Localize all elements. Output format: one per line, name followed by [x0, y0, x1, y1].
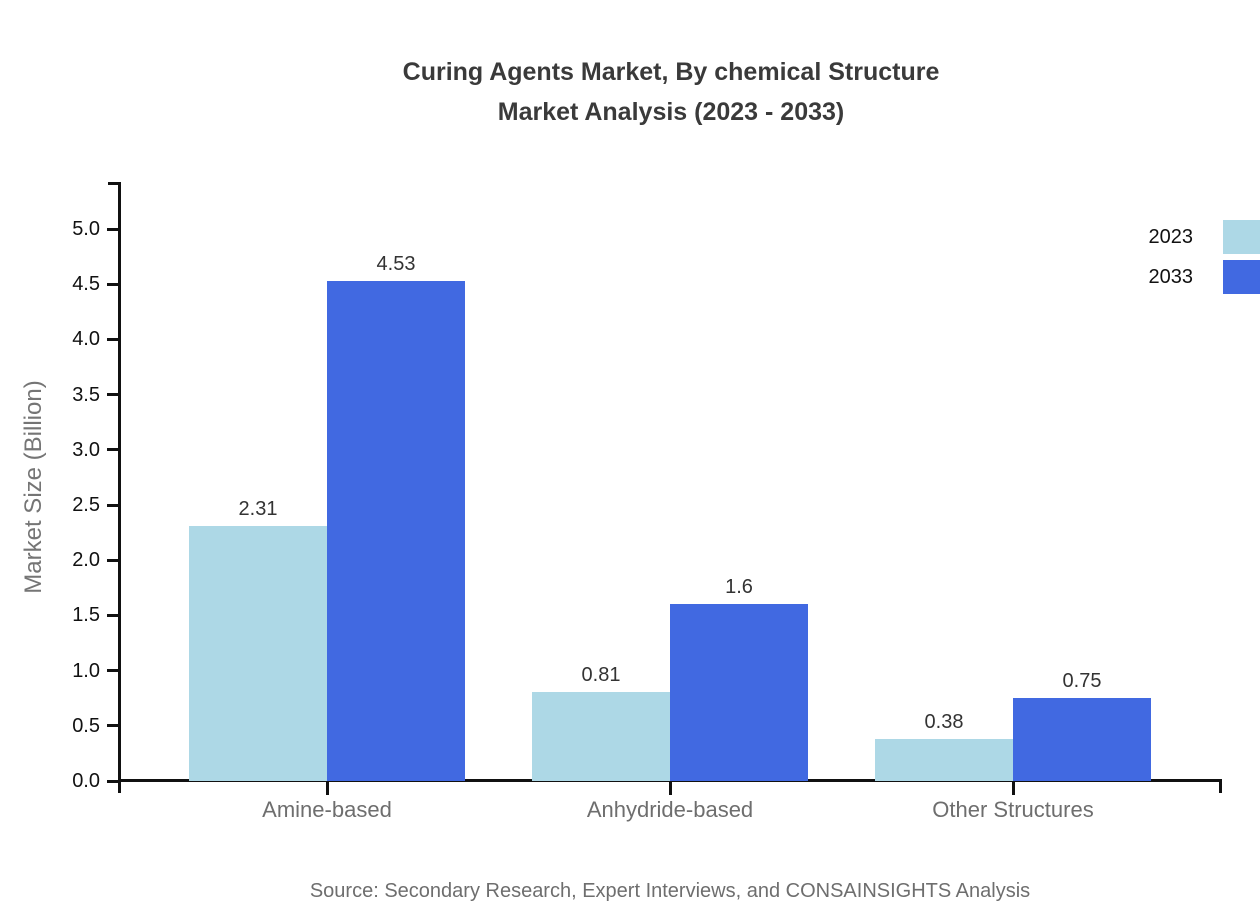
- bar-2023-amine-based: [189, 525, 327, 781]
- y-tick-label: 4.0: [72, 328, 100, 351]
- legend-label-2033: 2033: [1148, 265, 1194, 288]
- y-tick-mark: [107, 282, 118, 286]
- y-tick-mark: [107, 779, 118, 783]
- y-axis-spine: [118, 182, 121, 793]
- bar-value-label: 2.31: [238, 497, 278, 520]
- bar-value-label: 4.53: [376, 252, 416, 275]
- chart-title: Curing Agents Market, By chemical Struct…: [91, 52, 1251, 132]
- y-tick-mark: [107, 337, 118, 341]
- bar-value-label: 1.6: [725, 576, 753, 599]
- y-tick-mark: [107, 613, 118, 617]
- legend-item-2033: 2033: [1149, 260, 1260, 294]
- bar-2033-anhydride-based: [670, 604, 808, 781]
- legend-swatch-2023: [1223, 220, 1260, 254]
- y-tick-mark: [107, 724, 118, 728]
- y-tick-mark: [107, 503, 118, 507]
- bar-2033-other-structures: [1013, 698, 1151, 781]
- y-tick-mark: [107, 227, 118, 231]
- y-tick-mark: [107, 669, 118, 673]
- x-category-label: Amine-based: [262, 797, 392, 822]
- y-tick-label: 1.0: [72, 659, 100, 682]
- bar-2023-other-structures: [875, 739, 1013, 781]
- x-category-label: Other Structures: [932, 797, 1094, 822]
- legend-item-2023: 2023: [1149, 220, 1260, 254]
- legend-label-2023: 2023: [1148, 225, 1194, 248]
- bar-2033-amine-based: [327, 280, 465, 781]
- x-category-label: Anhydride-based: [586, 797, 754, 822]
- y-tick-label: 2.0: [72, 549, 100, 572]
- bar-value-label: 0.81: [581, 663, 621, 686]
- legend-swatch-2033: [1223, 260, 1260, 294]
- bar-value-label: 0.38: [924, 711, 964, 734]
- bar-2023-anhydride-based: [532, 691, 670, 781]
- y-axis-top-cap: [108, 182, 121, 185]
- y-tick-mark: [107, 393, 118, 397]
- x-tick-mark: [668, 782, 672, 795]
- y-tick-label: 3.0: [72, 438, 100, 461]
- y-axis-label: Market Size (Billion): [20, 380, 47, 594]
- y-tick-label: 2.5: [72, 494, 100, 516]
- chart-title-line1: Curing Agents Market, By chemical Struct…: [402, 58, 940, 86]
- y-tick-mark: [107, 558, 118, 562]
- chart-title-line2: Market Analysis (2023 - 2033): [497, 98, 845, 126]
- y-tick-label: 5.0: [72, 218, 100, 240]
- y-tick-mark: [107, 448, 118, 452]
- y-tick-label: 3.5: [72, 383, 100, 406]
- x-axis-right-cap: [1219, 779, 1222, 793]
- y-tick-label: 4.5: [72, 273, 100, 296]
- source-note: Source: Secondary Research, Expert Inter…: [309, 880, 1031, 902]
- y-tick-label: 0.5: [72, 714, 100, 737]
- y-tick-label: 1.5: [72, 604, 100, 627]
- bar-value-label: 0.75: [1062, 670, 1102, 693]
- x-tick-mark: [1011, 782, 1015, 795]
- y-tick-label: 0.0: [72, 770, 100, 792]
- x-tick-mark: [325, 782, 329, 795]
- legend: 2023 2033: [1149, 220, 1260, 300]
